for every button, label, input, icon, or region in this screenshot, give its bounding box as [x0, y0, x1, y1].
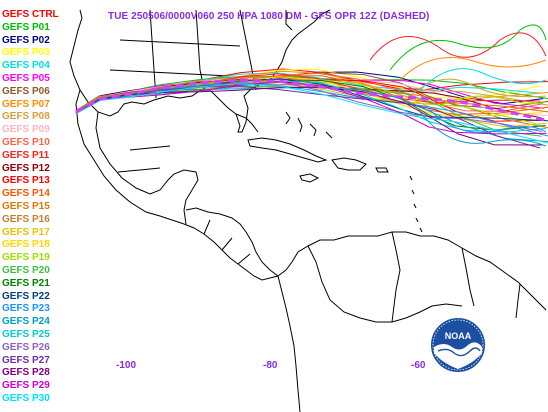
noaa-logo-text: NOAA	[445, 331, 472, 341]
legend-item: GEFS P09	[2, 124, 50, 136]
legend-item: GEFS P12	[2, 162, 50, 174]
legend-item: GEFS P03	[2, 47, 50, 59]
legend-item: GEFS P16	[2, 213, 50, 225]
ensemble-tracks	[75, 24, 548, 149]
legend-item: GEFS P26	[2, 341, 50, 353]
legend-item: GEFS P02	[2, 34, 50, 46]
legend-item: GEFS CTRL	[2, 9, 59, 20]
legend-item: GEFS P07	[2, 98, 50, 110]
legend-item: GEFS P11	[2, 149, 50, 161]
legend-item: GEFS P22	[2, 290, 50, 302]
legend-item: GEFS P10	[2, 136, 50, 148]
longitude-label-80w: -80	[263, 360, 278, 371]
legend-item: GEFS P14	[2, 188, 50, 200]
ensemble-track	[389, 24, 547, 71]
ensemble-track	[409, 78, 547, 98]
ensemble-track	[439, 95, 547, 107]
legend: GEFS CTRL GEFS P01 GEFS P02 GEFS P03 GEFS P0…	[2, 9, 76, 406]
ensemble-track	[419, 111, 547, 147]
legend-item: GEFS P27	[2, 354, 50, 366]
legend-item: GEFS P30	[2, 392, 50, 404]
legend-item: GEFS P18	[2, 239, 50, 251]
legend-item: GEFS P05	[2, 72, 50, 84]
operational-track	[75, 78, 548, 123]
legend-item: GEFS P15	[2, 200, 50, 212]
legend-item: GEFS P13	[2, 175, 50, 187]
legend-item: GEFS P01	[2, 21, 50, 33]
ensemble-track	[75, 86, 543, 146]
ensemble-track	[369, 32, 547, 61]
operational-dashed-track	[75, 78, 548, 123]
ensemble-track	[399, 57, 547, 81]
legend-item: GEFS P08	[2, 111, 50, 123]
legend-item: GEFS P29	[2, 380, 50, 392]
longitude-label-100w: -100	[116, 360, 137, 371]
legend-item: GEFS P06	[2, 85, 50, 97]
legend-item: GEFS P20	[2, 264, 50, 276]
ensemble-track	[419, 68, 547, 91]
legend-item: GEFS P23	[2, 303, 50, 315]
noaa-logo-icon: NOAA	[429, 316, 487, 374]
ensemble-track	[75, 83, 548, 144]
legend-item: GEFS P24	[2, 316, 50, 328]
legend-item: GEFS P21	[2, 277, 50, 289]
legend-item: GEFS P25	[2, 328, 50, 340]
legend-item: GEFS P19	[2, 252, 50, 264]
legend-item: GEFS P28	[2, 367, 50, 379]
legend-item: GEFS P17	[2, 226, 50, 238]
map-title: TUE 250506/0000V060 250 HPA 1080 DM - GF…	[108, 11, 430, 22]
longitude-label-60w: -60	[411, 360, 426, 371]
ensemble-track	[429, 109, 547, 133]
legend-item: GEFS P04	[2, 60, 50, 72]
